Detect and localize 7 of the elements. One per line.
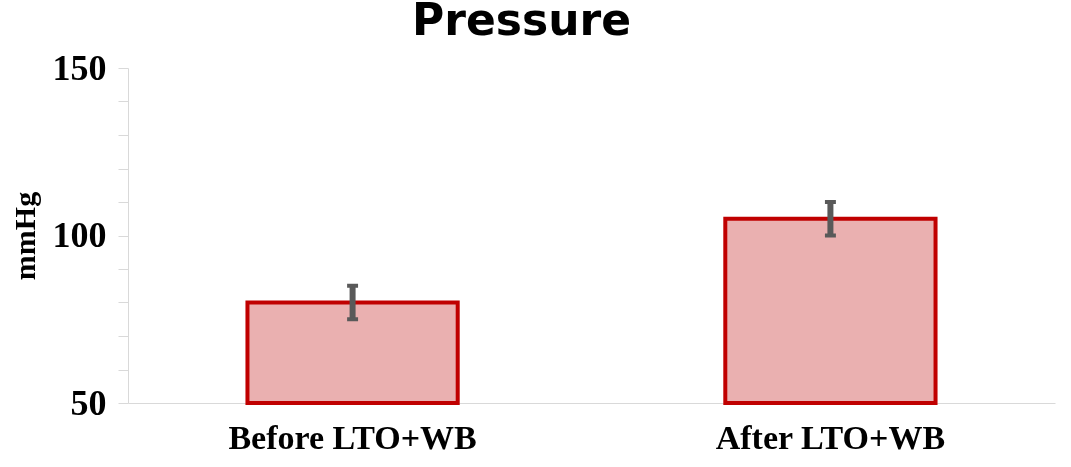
y-axis-title: mmHg bbox=[7, 191, 41, 281]
x-tick-label: Before LTO+WB bbox=[228, 418, 477, 456]
x-tick-label: After LTO+WB bbox=[715, 418, 946, 456]
y-tick-label: 150 bbox=[52, 47, 107, 88]
chart-title: Pressure bbox=[411, 0, 632, 45]
y-tick-label: 100 bbox=[52, 215, 107, 255]
y-tick-label: 50 bbox=[70, 382, 107, 423]
